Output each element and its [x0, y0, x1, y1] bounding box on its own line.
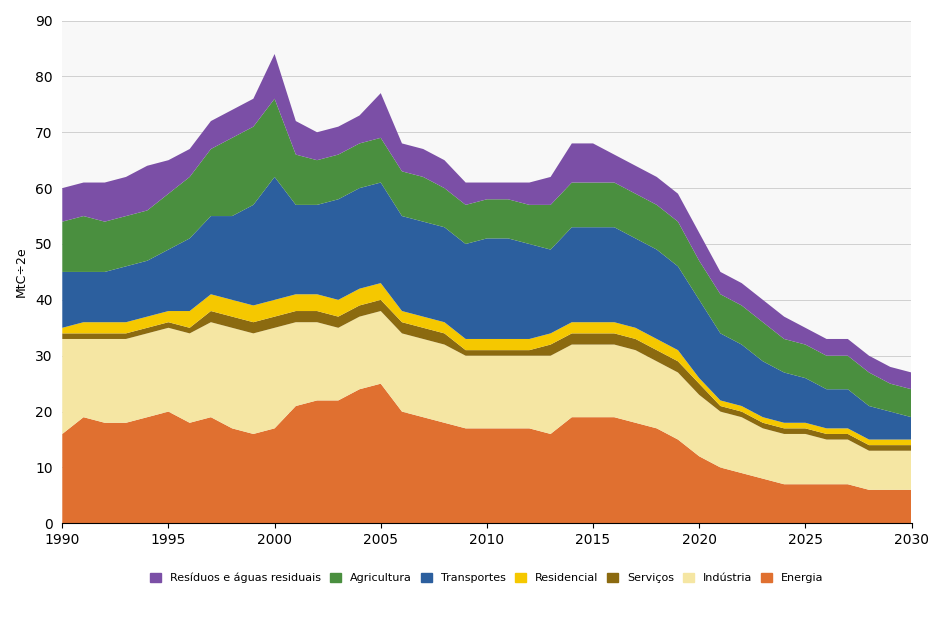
Y-axis label: MtC÷2e: MtC÷2e: [15, 247, 28, 297]
Legend: Resíduos e águas residuais, Agricultura, Transportes, Residencial, Serviços, Ind: Resíduos e águas residuais, Agricultura,…: [150, 573, 823, 583]
